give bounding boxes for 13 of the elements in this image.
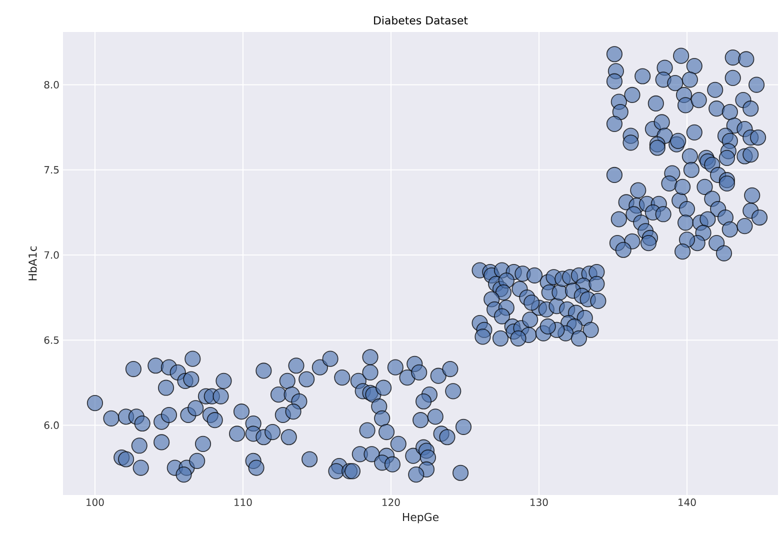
x-tick-label: 130	[530, 498, 548, 506]
x-tick-label: 120	[382, 498, 400, 506]
y-tick-label: 7.5	[44, 166, 59, 174]
x-tick-label: 140	[678, 498, 696, 506]
x-axis-title: HepGe	[402, 512, 439, 524]
chart-title: Diabetes Dataset	[374, 16, 468, 24]
y-tick-label: 6.5	[44, 336, 59, 344]
y-tick-label: 6.0	[44, 421, 59, 429]
y-tick-label: 7.0	[44, 251, 59, 259]
x-tick-label: 110	[234, 498, 252, 506]
y-axis-title: HbA1c	[28, 246, 37, 280]
y-tick-label: 8.0	[44, 80, 59, 89]
x-tick-label: 100	[86, 498, 104, 506]
